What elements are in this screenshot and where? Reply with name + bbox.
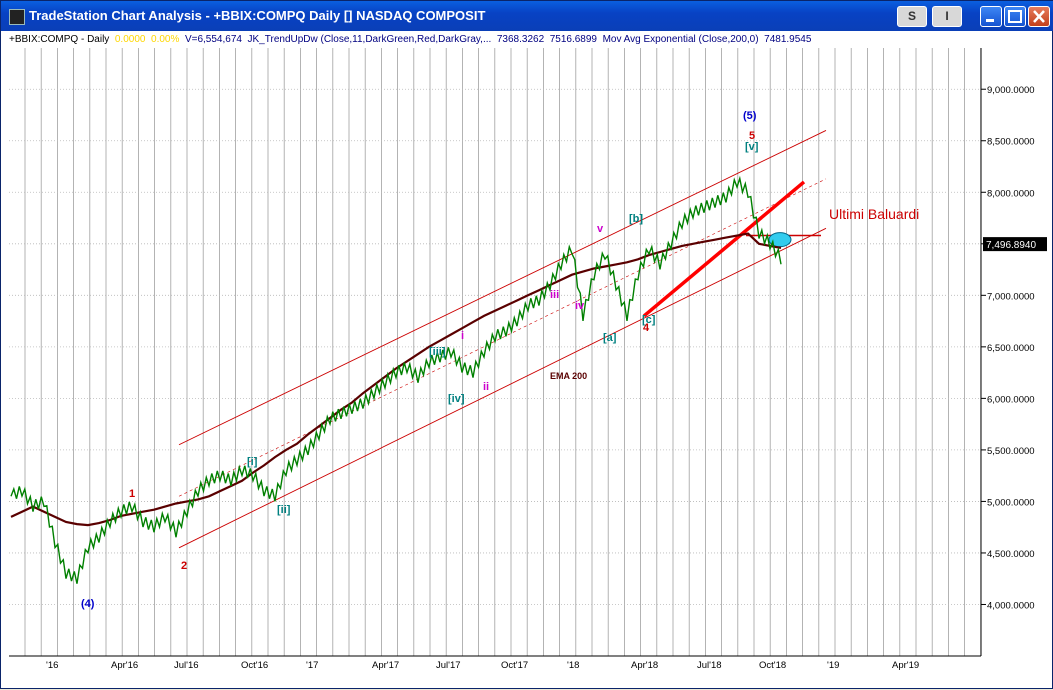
wave-label: [c] (642, 314, 656, 326)
wave-label: iv (575, 300, 585, 312)
change-percent: 0.00% (151, 34, 180, 45)
wave-label: iii (550, 289, 559, 301)
wave-annotations: (4)(5)1254[i][ii][iii][iv][v][a][b][c]ii… (81, 110, 919, 610)
y-axis: 9,000.00008,500.00008,000.00007,500.0000… (980, 48, 1047, 656)
channel-mid (178, 178, 827, 497)
x-tick-label: '16 (46, 660, 58, 671)
trendline-support (642, 180, 806, 318)
ma-value: 7481.9545 (764, 34, 812, 45)
window-title: TradeStation Chart Analysis - +BBIX:COMP… (29, 8, 486, 23)
wave-label: (4) (81, 598, 95, 610)
minimize-button[interactable] (980, 6, 1002, 27)
price-line (10, 175, 782, 584)
ema-label: EMA 200 (550, 371, 587, 381)
last-price-label: 7,496.8940 (986, 240, 1036, 251)
title-bar: TradeStation Chart Analysis - +BBIX:COMP… (1, 1, 1053, 31)
change-value: 0.0000 (114, 34, 146, 45)
wave-label: [b] (629, 213, 643, 225)
wave-label: [v] (745, 141, 759, 153)
close-icon (1033, 10, 1045, 23)
wave-label: [ii] (277, 504, 291, 516)
minimize-icon (986, 19, 994, 22)
wave-label: [a] (603, 332, 617, 344)
wave-label: 4 (643, 322, 650, 334)
x-tick-label: '17 (306, 660, 318, 671)
y-tick-label: 7,000.0000 (987, 291, 1035, 302)
wave-label: [iii] (429, 346, 446, 358)
x-tick-label: '18 (567, 660, 579, 671)
x-tick-label: Oct'17 (501, 660, 528, 671)
x-tick-label: Oct'18 (759, 660, 786, 671)
y-tick-label: 8,500.0000 (987, 137, 1035, 148)
channel-lower (178, 227, 827, 549)
wave-label: [iv] (448, 393, 465, 405)
y-tick-label: 9,000.0000 (987, 85, 1035, 96)
wave-label: 1 (129, 488, 135, 500)
x-axis: '16 Apr'16 Jul'16 Oct'16 '17 Apr'17 Jul'17 Oct'… (9, 655, 981, 671)
y-tick-label: 5,500.0000 (987, 446, 1035, 457)
wave-label: ii (483, 381, 489, 393)
y-tick-label: 4,000.0000 (987, 600, 1035, 611)
x-tick-label: Apr'19 (892, 660, 919, 671)
y-tick-label: 6,000.0000 (987, 394, 1035, 405)
s-menu-button[interactable]: S (897, 6, 927, 27)
y-tick-label: 4,500.0000 (987, 549, 1035, 560)
i-menu-button[interactable]: I (932, 6, 962, 27)
close-button[interactable] (1028, 6, 1050, 27)
x-tick-label: Apr'17 (372, 660, 399, 671)
channel-upper (178, 130, 827, 446)
indicator-label: JK_TrendUpDw (Close,11,DarkGreen,Red,Dar… (247, 34, 492, 45)
wave-label: i (461, 330, 464, 342)
indicator-value-2: 7516.6899 (549, 34, 597, 45)
indicator-value-1: 7368.3262 (496, 34, 545, 45)
x-tick-label: Oct'16 (241, 660, 268, 671)
x-tick-label: Apr'18 (631, 660, 658, 671)
chart-status-line: +BBIX:COMPQ - Daily 0.0000 0.00% V=6,554… (9, 34, 811, 45)
maximize-icon (1008, 10, 1022, 23)
x-tick-label: '19 (827, 660, 839, 671)
ma-label: Mov Avg Exponential (Close,200,0) (602, 34, 759, 45)
wave-label: (5) (743, 110, 757, 122)
y-tick-label: 6,500.0000 (987, 343, 1035, 354)
symbol-label: +BBIX:COMPQ - Daily (9, 34, 110, 45)
wave-label: 2 (181, 560, 187, 572)
last-price-box (983, 237, 1047, 252)
chart-grid (9, 48, 982, 656)
y-tick-label: 8,000.0000 (987, 188, 1035, 199)
x-tick-label: Jul'16 (174, 660, 199, 671)
x-tick-label: Jul'17 (436, 660, 461, 671)
maximize-button[interactable] (1004, 6, 1026, 27)
ultimi-baluardi-label: Ultimi Baluardi (829, 206, 919, 222)
app-icon (9, 9, 25, 25)
wave-label: v (597, 223, 604, 235)
volume-label: V=6,554,674 (184, 34, 242, 45)
x-tick-label: Apr'16 (111, 660, 138, 671)
wave-label: 5 (749, 130, 755, 142)
price-series (10, 175, 782, 584)
x-tick-label: Jul'18 (697, 660, 722, 671)
y-tick-label: 5,000.0000 (987, 497, 1035, 508)
wave-label: [i] (247, 456, 258, 468)
